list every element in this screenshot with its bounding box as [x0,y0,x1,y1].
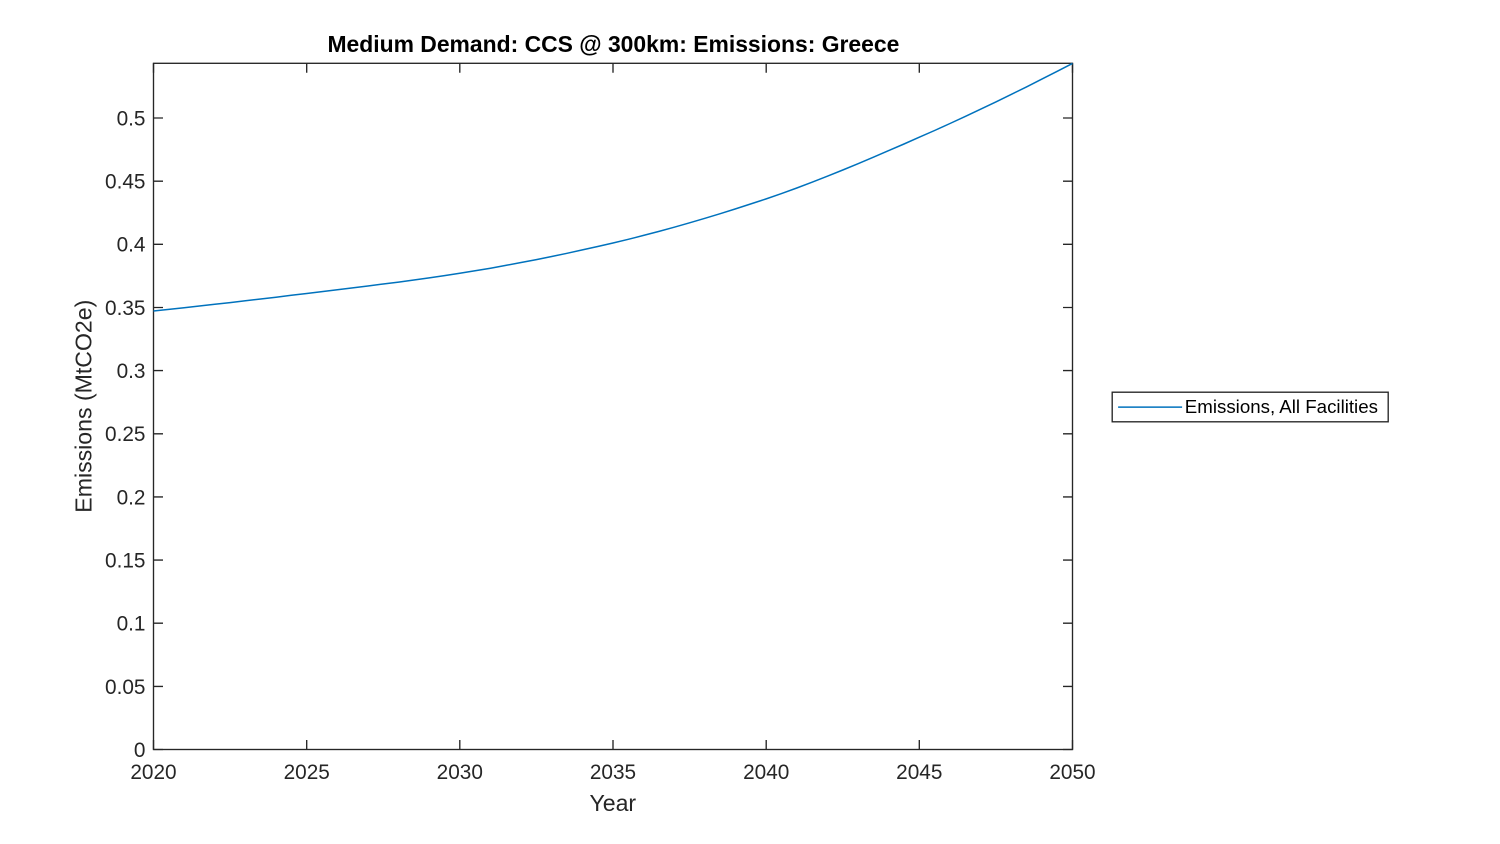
svg-text:Emissions, All Facilities: Emissions, All Facilities [1185,396,1378,417]
svg-text:2040: 2040 [743,761,789,784]
svg-text:2050: 2050 [1049,761,1095,784]
svg-text:0.25: 0.25 [105,423,145,446]
svg-text:0: 0 [134,739,146,762]
svg-text:0.35: 0.35 [105,297,145,320]
svg-text:0.4: 0.4 [117,234,146,257]
svg-text:0.2: 0.2 [117,486,146,509]
svg-text:0.05: 0.05 [105,676,145,699]
svg-text:2045: 2045 [896,761,942,784]
svg-text:2035: 2035 [590,761,636,784]
svg-text:Year: Year [589,790,636,816]
svg-text:0.5: 0.5 [117,107,146,130]
svg-text:0.45: 0.45 [105,171,145,194]
svg-text:Medium Demand: CCS @ 300km: Em: Medium Demand: CCS @ 300km: Emissions: G… [327,31,899,57]
svg-text:Emissions (MtCO2e): Emissions (MtCO2e) [70,300,96,513]
svg-text:0.1: 0.1 [117,613,146,636]
svg-text:0.15: 0.15 [105,550,145,573]
svg-text:2020: 2020 [130,761,176,784]
svg-text:0.3: 0.3 [117,360,146,383]
svg-text:2030: 2030 [437,761,483,784]
svg-text:2025: 2025 [284,761,330,784]
